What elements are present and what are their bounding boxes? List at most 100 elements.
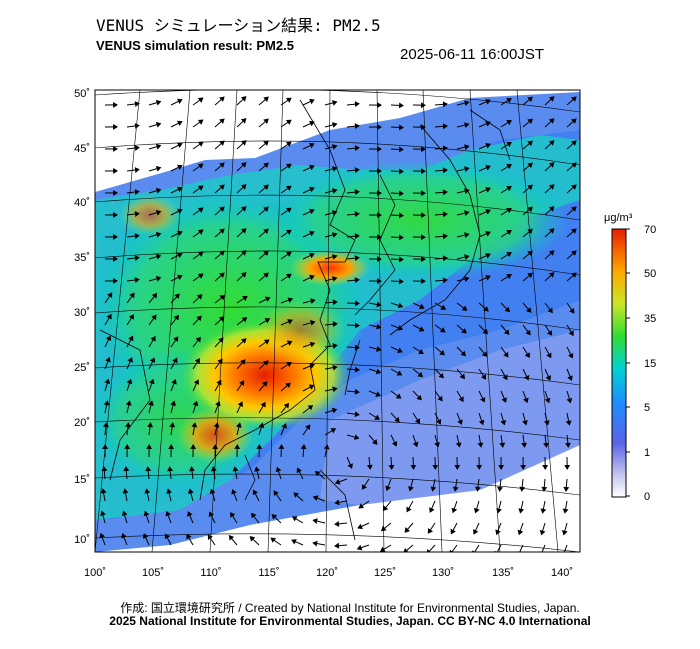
wind-arrow-head xyxy=(285,185,292,191)
wind-arrow-head xyxy=(539,529,546,536)
wind-arrow-head xyxy=(150,335,156,342)
wind-arrow-head xyxy=(571,184,577,190)
wind-arrow-head xyxy=(540,508,547,514)
wind-arrow-head xyxy=(459,373,466,380)
wind-arrow-head xyxy=(264,318,271,324)
wind-arrow-head xyxy=(334,479,341,485)
wind-arrow-head xyxy=(464,276,470,282)
wind-arrow-head xyxy=(242,295,248,302)
wind-arrow-head xyxy=(464,188,470,194)
wind-arrow-head xyxy=(240,272,247,278)
wind-arrow-head xyxy=(155,209,162,216)
wind-arrow-head xyxy=(213,422,220,428)
wind-arrow-head xyxy=(372,439,378,445)
wind-arrow-head xyxy=(169,422,176,428)
wind-arrow-head xyxy=(502,374,508,381)
colorbar-tick: 5 xyxy=(644,402,650,414)
wind-arrow-head xyxy=(548,96,555,102)
wind-arrow-head xyxy=(155,165,162,172)
wind-arrow-head xyxy=(385,485,391,492)
wind-arrow-head xyxy=(241,317,248,323)
wind-arrow-head xyxy=(212,444,219,450)
wind-arrow-head xyxy=(354,388,360,395)
wind-arrow-head xyxy=(480,374,487,380)
wind-arrow-head xyxy=(396,370,403,376)
wind-arrow-head xyxy=(548,206,555,212)
wind-arrow-head xyxy=(451,507,458,514)
wind-arrow-head xyxy=(442,255,448,262)
wind-arrow-head xyxy=(219,184,225,190)
colorbar-unit: μg/m³ xyxy=(604,212,633,224)
wind-arrow-head xyxy=(353,434,360,441)
wind-arrow xyxy=(496,544,502,552)
wind-arrow-head xyxy=(309,341,316,348)
colorbar: μg/m³ 70 50 35 15 5 1 0 xyxy=(604,212,656,503)
wind-arrow-head xyxy=(506,163,512,170)
wind-arrow-head xyxy=(403,547,409,552)
wind-arrow-head xyxy=(546,330,553,336)
wind-arrow-head xyxy=(285,97,292,103)
wind-arrow-head xyxy=(310,298,316,304)
wind-arrow-head xyxy=(506,141,512,148)
wind-arrow-head xyxy=(417,371,424,378)
wind-arrow-head xyxy=(432,464,439,470)
wind-arrow-head xyxy=(331,407,338,414)
wind-arrow-head xyxy=(548,162,555,168)
wind-arrow-head xyxy=(127,357,133,363)
wind-arrow-head xyxy=(442,145,448,152)
wind-arrow-head xyxy=(354,211,360,218)
wind-arrow-head xyxy=(388,464,395,470)
wind-arrow-head xyxy=(332,364,338,371)
wind-arrow-head xyxy=(100,510,106,517)
wind-arrow-head xyxy=(418,348,424,355)
wind-arrow-head xyxy=(374,414,381,420)
wind-arrow-head xyxy=(258,422,265,429)
wind-arrow-head xyxy=(391,440,398,447)
wind-arrow-head xyxy=(125,400,132,406)
wind-arrow-head xyxy=(439,327,446,333)
wind-arrow-head xyxy=(250,512,257,519)
wind-arrow-head xyxy=(296,467,302,474)
wind-arrow-head xyxy=(218,316,225,322)
colorbar-tick: 15 xyxy=(644,358,656,370)
wind-arrow-head xyxy=(483,306,489,312)
wind-arrow-head xyxy=(366,464,373,470)
lat-label: 50˚ xyxy=(74,88,90,100)
wind-arrow-head xyxy=(541,486,548,492)
wind-arrow-head xyxy=(420,146,426,153)
wind-arrow-head xyxy=(170,400,177,407)
wind-arrow-head xyxy=(334,542,340,549)
wind-arrow-head xyxy=(517,529,524,536)
wind-arrow-head xyxy=(398,190,404,197)
wind-arrow-head xyxy=(236,422,242,428)
wind-arrow-head xyxy=(278,444,285,450)
wind-arrow-head xyxy=(166,488,172,494)
wind-arrow-head xyxy=(287,297,294,303)
wind-arrow-head xyxy=(263,162,269,169)
wind-arrow-head xyxy=(377,278,382,284)
wind-arrow-head xyxy=(503,329,510,335)
wind-arrow-head xyxy=(430,486,437,492)
wind-arrow-head xyxy=(134,233,140,239)
lon-label: 135˚ xyxy=(492,567,514,579)
wind-arrow-head xyxy=(408,486,414,492)
wind-vectors xyxy=(99,96,577,552)
wind-arrow-head xyxy=(356,544,363,551)
wind-arrow-head xyxy=(155,231,162,238)
wind-arrow-head xyxy=(427,528,434,534)
wind-arrow-head xyxy=(142,533,149,539)
wind-arrow-head xyxy=(506,207,512,214)
wind-arrow-head xyxy=(151,292,158,299)
wind-arrow-head xyxy=(375,368,382,375)
wind-arrow-head xyxy=(291,539,297,545)
wind-arrow-head xyxy=(309,252,315,259)
wind-arrow-head xyxy=(564,464,571,470)
wind-arrow-head xyxy=(126,378,133,385)
wind-arrow-head xyxy=(194,357,200,364)
wind-arrow-head xyxy=(176,120,183,127)
wind-arrow-head xyxy=(113,212,118,218)
wind-arrow-head xyxy=(410,464,417,470)
wind-arrow-head xyxy=(155,143,162,150)
wind-arrow-head xyxy=(232,466,239,472)
wind-arrow-head xyxy=(398,146,404,153)
